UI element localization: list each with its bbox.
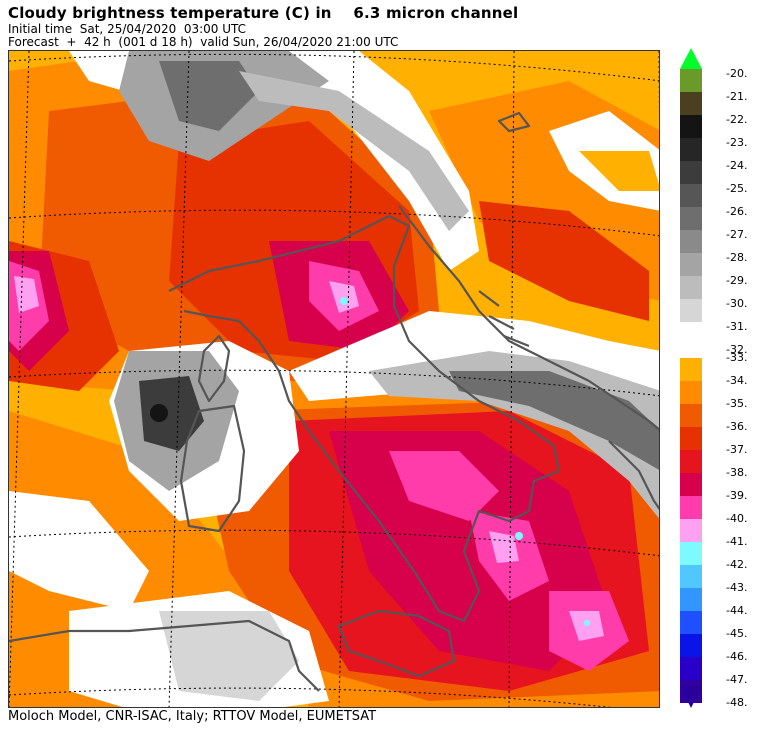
legend-label-lower: -43. xyxy=(726,581,748,594)
forecast-map xyxy=(8,50,660,708)
field-grey-south xyxy=(159,611,299,701)
legend-label-upper: -27. xyxy=(726,228,748,241)
map-canvas xyxy=(9,51,659,707)
legend-swatch-upper xyxy=(680,276,702,299)
legend-label-upper: -25. xyxy=(726,182,748,195)
field-white-top xyxy=(69,51,479,271)
legend-label-lower: -33. xyxy=(726,351,748,364)
field-cyan-spot-3 xyxy=(584,620,590,626)
legend-label-upper: -28. xyxy=(726,251,748,264)
graticule-lat-5 xyxy=(9,687,612,707)
legend-label-lower: -34. xyxy=(726,374,748,387)
legend-swatch-lower xyxy=(680,565,702,588)
legend-label-upper: -22. xyxy=(726,113,748,126)
legend-label-upper: -31. xyxy=(726,320,748,333)
legend-label-lower: -40. xyxy=(726,512,748,525)
legend-swatch-lower xyxy=(680,588,702,611)
graticule-lat-2 xyxy=(9,209,659,237)
legend-label-lower: -41. xyxy=(726,535,748,548)
legend-label-upper: -29. xyxy=(726,274,748,287)
coastline-north-africa xyxy=(9,619,320,692)
field-red-east xyxy=(479,201,649,321)
field-orange-east-2 xyxy=(579,151,659,191)
coastline-corsica xyxy=(197,334,231,403)
legend-swatch-upper xyxy=(680,253,702,276)
coastline-north-lake xyxy=(497,111,531,133)
map-title: Cloudy brightness temperature (C) in 6.3… xyxy=(8,4,519,22)
field-dark-grey-top xyxy=(159,61,259,131)
graticule-lat-3 xyxy=(9,369,659,397)
legend-swatch-upper xyxy=(680,184,702,207)
legend-arrow-top xyxy=(680,48,702,69)
initial-time-label: Initial time Sat, 25/04/2020 03:00 UTC xyxy=(8,22,247,36)
legend-label-upper: -26. xyxy=(726,205,748,218)
forecast-valid-label: Forecast + 42 h (001 d 18 h) valid Sun, … xyxy=(8,35,399,49)
legend-swatch-lower xyxy=(680,473,702,496)
legend-label-lower: -35. xyxy=(726,397,748,410)
coastline-balkan-islands xyxy=(478,290,530,348)
field-cyan-spot-1 xyxy=(340,297,348,305)
legend-label-lower: -47. xyxy=(726,673,748,686)
coastline-sicily xyxy=(337,609,456,678)
legend-swatch-upper xyxy=(680,92,702,115)
legend-arrow-bottom xyxy=(680,686,702,708)
field-light-pink-2 xyxy=(489,531,519,563)
coastline-sardinia xyxy=(179,404,246,533)
legend-swatch-upper xyxy=(680,69,702,92)
legend-label-upper: -30. xyxy=(726,297,748,310)
legend-swatch-lower xyxy=(680,611,702,634)
graticule-lon-5 xyxy=(658,51,659,117)
field-light-pink-4 xyxy=(14,276,39,313)
legend-label-upper: -21. xyxy=(726,90,748,103)
legend-label-upper: -24. xyxy=(726,159,748,172)
legend-swatch-lower xyxy=(680,657,702,680)
legend-swatch-upper xyxy=(680,161,702,184)
field-pink-south-1 xyxy=(389,451,499,521)
legend-swatch-lower xyxy=(680,496,702,519)
field-white-sw xyxy=(9,491,149,611)
legend-label-lower: -48. xyxy=(726,696,748,709)
legend-swatch-upper xyxy=(680,230,702,253)
field-cyan-spot-2 xyxy=(515,532,523,540)
legend-swatch-lower xyxy=(680,450,702,473)
legend-label-lower: -38. xyxy=(726,466,748,479)
model-credits: Moloch Model, CNR-ISAC, Italy; RTTOV Mod… xyxy=(8,709,377,724)
legend-swatch-lower xyxy=(680,542,702,565)
legend-label-lower: -45. xyxy=(726,627,748,640)
legend-swatch-lower xyxy=(680,519,702,542)
legend-swatch-upper xyxy=(680,138,702,161)
field-crimson-south xyxy=(329,431,609,671)
legend-swatch-upper xyxy=(680,322,702,345)
legend-label-lower: -46. xyxy=(726,650,748,663)
legend-swatch-lower xyxy=(680,358,702,381)
legend-swatch-lower xyxy=(680,427,702,450)
field-vortex-core xyxy=(150,404,168,422)
legend-swatch-lower xyxy=(680,404,702,427)
legend-label-lower: -42. xyxy=(726,558,748,571)
legend-swatch-upper xyxy=(680,115,702,138)
legend-swatch-lower xyxy=(680,634,702,657)
field-grey-band-top xyxy=(239,71,469,231)
legend-label-upper: -32. xyxy=(726,343,748,356)
legend-label-lower: -44. xyxy=(726,604,748,617)
legend-swatch-upper xyxy=(680,207,702,230)
graticule-lat-1 xyxy=(9,53,659,82)
legend-label-lower: -36. xyxy=(726,420,748,433)
coastline-italian-peninsula xyxy=(168,214,561,623)
coastline-adriatic-east xyxy=(398,205,659,431)
field-light-pink-3 xyxy=(569,611,604,641)
legend-label-lower: -37. xyxy=(726,443,748,456)
field-dark-vortex xyxy=(139,376,204,451)
legend-label-lower: -39. xyxy=(726,489,748,502)
legend-label-upper: -23. xyxy=(726,136,748,149)
legend-swatch-lower xyxy=(680,381,702,404)
coastline-greece xyxy=(608,440,659,511)
coastlines xyxy=(9,111,659,692)
color-scale-legend: -20. -21. -22. -23. -24. -25. -26. -27. -28. -29.… xyxy=(676,46,760,711)
legend-label-upper: -20. xyxy=(726,67,748,80)
field-dark-grey-band xyxy=(449,371,659,470)
graticule xyxy=(9,51,659,707)
graticule-lat-4 xyxy=(9,529,659,557)
legend-swatch-upper xyxy=(680,299,702,322)
